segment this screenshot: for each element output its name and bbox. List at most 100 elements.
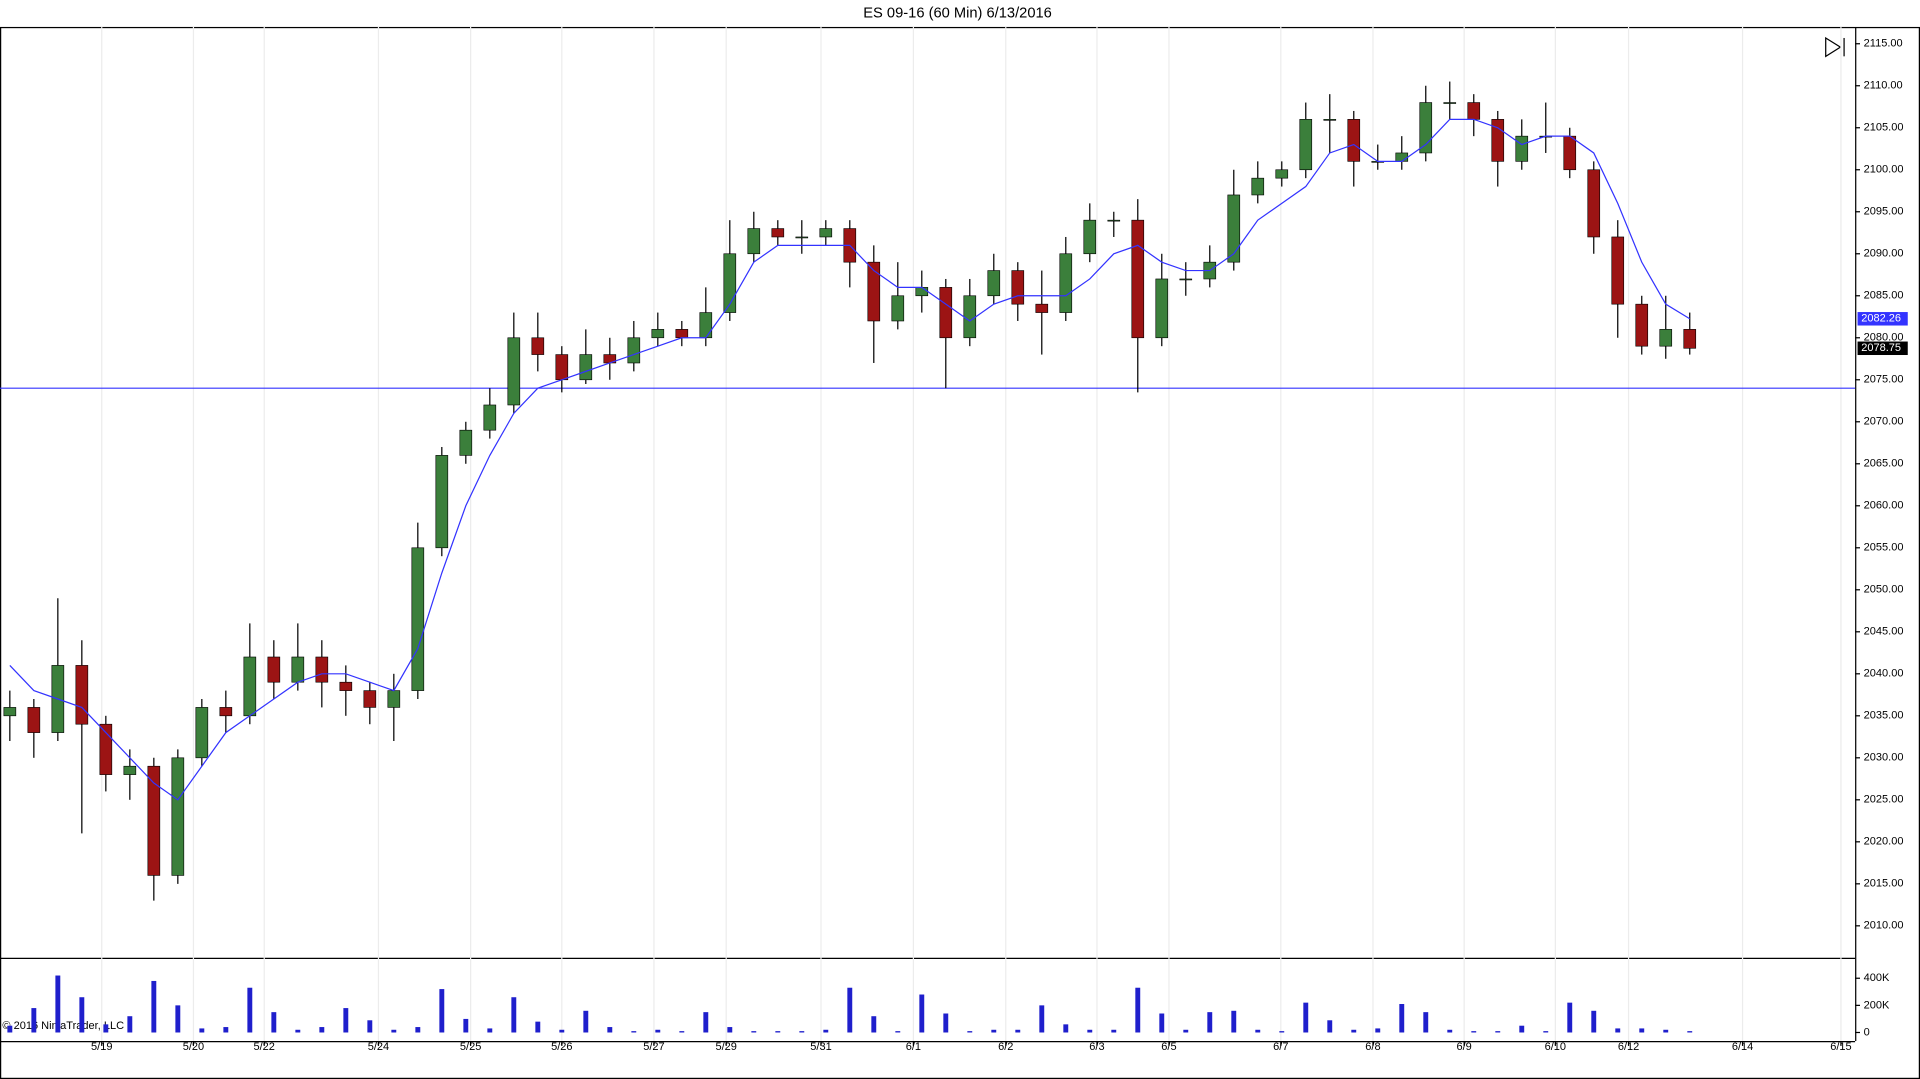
volume-bar: [1351, 1029, 1357, 1033]
volume-bar: [775, 1031, 781, 1033]
candle: [1251, 161, 1265, 204]
candle: [1611, 220, 1625, 338]
candle-body: [579, 354, 593, 381]
candle: [771, 220, 785, 246]
candle-body: [1299, 119, 1313, 171]
volume-bar: [967, 1031, 973, 1033]
candle-body: [1419, 102, 1433, 154]
candle: [75, 640, 89, 834]
moving-average: [9, 118, 1691, 801]
volume-bar: [1519, 1025, 1525, 1033]
candle: [363, 682, 377, 725]
candle: [195, 699, 209, 767]
candle: [435, 446, 449, 557]
volume-bar: [1639, 1028, 1645, 1033]
y-tick-label: 2085.00: [1864, 290, 1904, 302]
x-tick-label: 5/20: [183, 1041, 204, 1053]
volume-bar: [919, 994, 925, 1033]
y-tick-label: 2105.00: [1864, 122, 1904, 134]
candle-body: [1491, 119, 1505, 162]
candle-body: [267, 656, 281, 683]
candle: [1587, 161, 1601, 254]
y-tick-label: 2010.00: [1864, 920, 1904, 932]
candle-body: [891, 295, 905, 322]
candle: [171, 749, 185, 884]
volume-bar: [799, 1031, 805, 1033]
volume-bar: [1135, 987, 1141, 1033]
candle-body: [771, 228, 785, 238]
volume-bar: [1615, 1028, 1621, 1033]
candle: [1443, 81, 1457, 120]
x-tick-label: 6/10: [1545, 1041, 1566, 1053]
candle: [99, 715, 113, 792]
candle: [1059, 236, 1073, 321]
volume-bar: [1399, 1004, 1405, 1033]
candle-body: [1251, 177, 1265, 196]
candle: [1683, 312, 1697, 355]
candle-body: [1323, 119, 1337, 121]
candle-body: [1683, 329, 1697, 349]
candle-body: [507, 337, 521, 406]
candle: [867, 245, 881, 363]
volume-bar: [295, 1029, 301, 1033]
volume-bar: [1471, 1031, 1477, 1033]
x-tick-label: 6/7: [1273, 1041, 1288, 1053]
close-last-label-box: [1857, 341, 1908, 356]
volume-bar: [1207, 1012, 1213, 1033]
candle: [1035, 270, 1049, 355]
volume-bar: [31, 1008, 37, 1033]
volume-bar: [1327, 1020, 1333, 1033]
volume-bar: [1015, 1029, 1021, 1033]
y-tick-label: 2015.00: [1864, 878, 1904, 890]
volume-bar: [79, 997, 85, 1033]
volume-bar: [415, 1027, 421, 1033]
candle-body: [123, 765, 137, 775]
x-tick-label: 5/19: [91, 1041, 112, 1053]
volume-bar: [343, 1008, 349, 1033]
y-tick-label: 2055.00: [1864, 542, 1904, 554]
volume-y-tick-label: 200K: [1864, 999, 1890, 1011]
x-tick-label: 5/22: [254, 1041, 275, 1053]
volume-bar: [1303, 1002, 1309, 1033]
x-tick-label: 5/26: [551, 1041, 572, 1053]
y-tick-label: 2065.00: [1864, 458, 1904, 470]
volume-bar: [151, 980, 157, 1033]
candle-body: [459, 429, 473, 456]
y-tick-label: 2025.00: [1864, 794, 1904, 806]
candle: [1131, 199, 1145, 393]
candle: [507, 312, 521, 414]
candle-body: [795, 236, 809, 239]
candle-body: [27, 707, 41, 733]
candle: [891, 262, 905, 330]
volume-bar: [727, 1027, 733, 1033]
candle: [1491, 110, 1505, 187]
candle: [147, 757, 161, 901]
candle-body: [75, 665, 89, 725]
volume-bar: [103, 1024, 109, 1033]
volume-bar: [1231, 1010, 1237, 1033]
candle-body: [3, 707, 17, 717]
y-tick-label: 2045.00: [1864, 626, 1904, 638]
scroll-end-icon[interactable]: [1825, 36, 1845, 58]
volume-bar: [943, 1013, 949, 1033]
volume-bar: [991, 1029, 997, 1033]
y-tick-label: 2115.00: [1864, 38, 1903, 50]
candle-body: [747, 228, 761, 255]
candle: [411, 522, 425, 700]
volume-bar: [391, 1029, 397, 1033]
volume-y-tick-label: 400K: [1864, 972, 1890, 984]
volume-bar: [319, 1027, 325, 1033]
x-tick-label: 5/25: [460, 1041, 481, 1053]
volume-bar: [487, 1028, 493, 1033]
candle: [1155, 253, 1169, 347]
candle: [3, 690, 17, 742]
y-tick-label: 2040.00: [1864, 668, 1904, 680]
volume-bar: [1063, 1024, 1069, 1033]
volume-bar: [55, 975, 61, 1033]
candle-body: [1467, 102, 1481, 120]
candle-body: [555, 354, 569, 381]
candle-body: [819, 228, 833, 238]
y-tick-label: 2060.00: [1864, 500, 1904, 512]
candle-body: [171, 757, 185, 876]
ma-last-label: 2082.26: [1861, 313, 1901, 325]
